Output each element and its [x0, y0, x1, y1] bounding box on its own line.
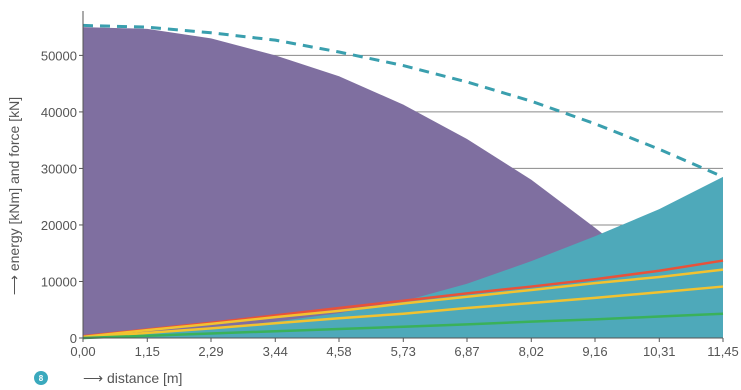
y-tick-labels: 0 10000 20000 30000 40000 50000 [41, 48, 77, 346]
x-tick-label: 0,00 [70, 344, 95, 359]
figure-badge [34, 371, 48, 385]
x-tick-label: 5,73 [391, 344, 416, 359]
line-series-5 [82, 285, 724, 340]
y-tick-label: 20000 [41, 218, 77, 233]
y-tick-label: 50000 [41, 48, 77, 63]
dashed-line-series-2 [82, 23, 724, 179]
x-axis-label: ⟶ distance [m] [83, 370, 182, 386]
x-tick-label: 9,16 [582, 344, 607, 359]
x-tick-label: 6,87 [454, 344, 479, 359]
x-tick-label: 11,45 [707, 344, 739, 359]
area-series [83, 27, 723, 339]
line-series-4 [82, 268, 724, 339]
x-tick-label: 10,31 [643, 344, 676, 359]
x-tick-label: 8,02 [519, 344, 544, 359]
axes [79, 11, 724, 342]
area-series-1 [83, 176, 723, 338]
y-tick-label: 40000 [41, 105, 77, 120]
x-tick-labels: 0,00 1,15 2,29 3,44 4,58 5,73 6,87 8,02 9,16 10,3… [70, 344, 738, 359]
x-tick-label: 4,58 [326, 344, 351, 359]
x-tick-label: 3,44 [263, 344, 288, 359]
y-tick-label: 10000 [41, 274, 77, 289]
y-axis-label: ⟶ energy [kNm] and force [kN] [6, 97, 22, 295]
line-series-6 [82, 312, 724, 340]
y-tick-label: 30000 [41, 161, 77, 176]
x-tick-label: 2,29 [198, 344, 223, 359]
figure-badge-number: 8 [39, 374, 44, 383]
line-series [82, 23, 724, 340]
x-tick-label: 1,15 [135, 344, 160, 359]
y-tick-label: 0 [70, 331, 77, 346]
